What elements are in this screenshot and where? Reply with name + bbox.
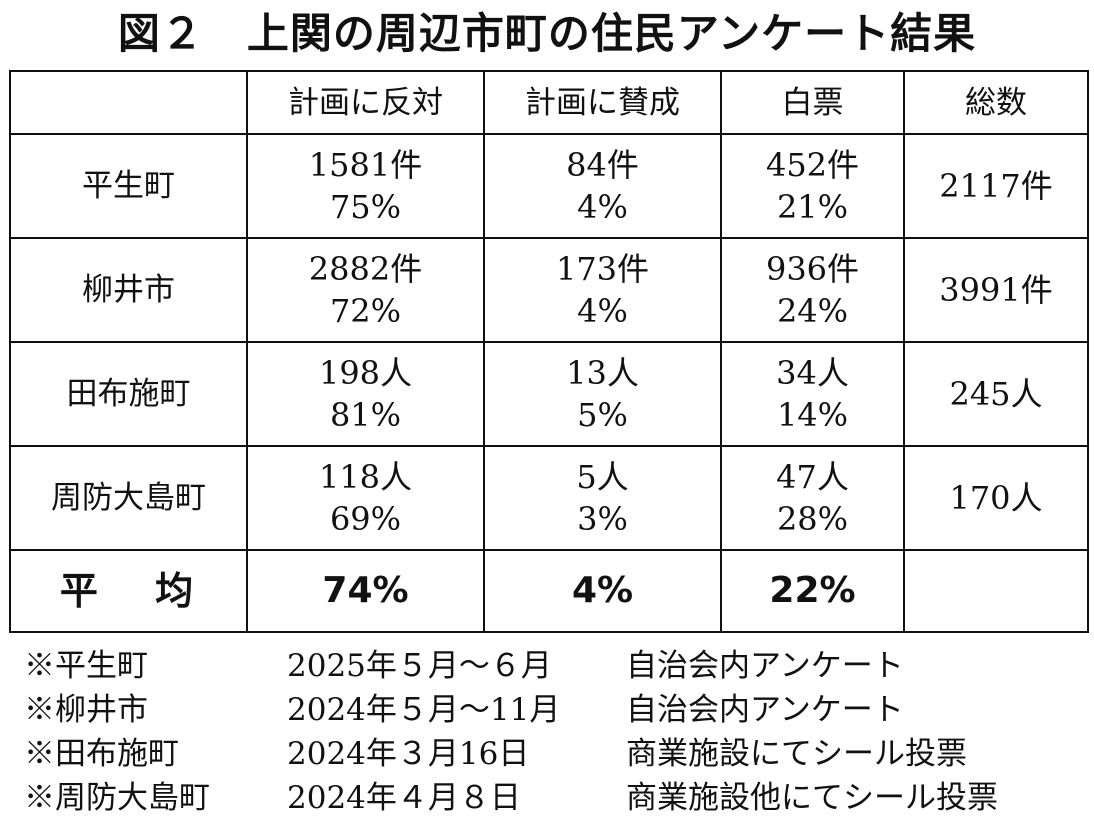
total-cell: 245人 xyxy=(903,341,1089,447)
blank-vote-count: 452件 xyxy=(765,146,860,184)
note-method: 商業施設にてシール投票 xyxy=(626,736,967,772)
note-place: ※柳井市 xyxy=(24,692,148,728)
page-title: 図２ 上関の周辺市町の住民アンケート結果 xyxy=(117,9,977,58)
note-period: 2024年５月～11月 xyxy=(287,692,561,728)
support-count: 84件 xyxy=(566,146,639,184)
oppose-count: 2882件 xyxy=(308,250,423,288)
support-cell: 84件 4% xyxy=(483,133,722,239)
blank-vote-percent: 24% xyxy=(776,292,849,330)
header-cell-support: 計画に賛成 xyxy=(483,70,722,135)
table-row: 周防大島町 118人 69% 5人 3% 47人 28% 170人 xyxy=(9,445,1089,551)
table-row: 田布施町 198人 81% 13人 5% 34人 14% 245人 xyxy=(9,341,1089,447)
support-cell: 5人 3% xyxy=(483,445,722,551)
total-cell: 3991件 xyxy=(903,237,1089,343)
table-header-row: 計画に反対 計画に賛成 白票 総数 xyxy=(9,70,1089,135)
row-label: 柳井市 xyxy=(9,237,248,343)
row-label: 周防大島町 xyxy=(9,445,248,551)
blank-vote-cell: 452件 21% xyxy=(720,133,905,239)
oppose-count: 198人 xyxy=(318,354,413,392)
survey-results-table: 計画に反対 計画に賛成 白票 総数 平生町 1581件 75% 84件 4% 452… xyxy=(9,70,1089,633)
note-period: 2025年５月～６月 xyxy=(287,648,552,684)
survey-notes: ※平生町 2025年５月～６月 自治会内アンケート ※柳井市 2024年５月～1… xyxy=(24,644,1086,820)
support-cell: 173件 4% xyxy=(483,237,722,343)
blank-vote-percent: 14% xyxy=(776,396,849,434)
oppose-cell: 118人 69% xyxy=(246,445,485,551)
note-place: ※平生町 xyxy=(24,648,148,684)
average-oppose: 74% xyxy=(246,549,485,633)
oppose-cell: 198人 81% xyxy=(246,341,485,447)
header-cell-blank xyxy=(9,70,248,135)
table-row: 平生町 1581件 75% 84件 4% 452件 21% 2117件 xyxy=(9,133,1089,239)
oppose-cell: 1581件 75% xyxy=(246,133,485,239)
support-cell: 13人 5% xyxy=(483,341,722,447)
support-count: 13人 xyxy=(566,354,639,392)
support-count: 5人 xyxy=(576,458,629,496)
blank-vote-cell: 47人 28% xyxy=(720,445,905,551)
blank-vote-cell: 936件 24% xyxy=(720,237,905,343)
note-method: 自治会内アンケート xyxy=(626,692,904,728)
oppose-percent: 72% xyxy=(329,292,402,330)
oppose-percent: 69% xyxy=(329,500,402,538)
average-support: 4% xyxy=(483,549,722,633)
oppose-percent: 81% xyxy=(329,396,402,434)
support-percent: 3% xyxy=(577,500,628,538)
note-place: ※周防大島町 xyxy=(24,780,210,816)
support-percent: 4% xyxy=(577,292,628,330)
support-percent: 4% xyxy=(577,188,628,226)
blank-vote-cell: 34人 14% xyxy=(720,341,905,447)
header-cell-blank-vote: 白票 xyxy=(720,70,905,135)
row-label: 田布施町 xyxy=(9,341,248,447)
note-line: ※田布施町 2024年３月16日 商業施設にてシール投票 xyxy=(24,732,1086,776)
oppose-cell: 2882件 72% xyxy=(246,237,485,343)
note-period: 2024年４月８日 xyxy=(287,780,521,816)
blank-vote-percent: 21% xyxy=(776,188,849,226)
support-percent: 5% xyxy=(577,396,628,434)
note-line: ※周防大島町 2024年４月８日 商業施設他にてシール投票 xyxy=(24,776,1086,820)
total-cell: 2117件 xyxy=(903,133,1089,239)
blank-vote-count: 936件 xyxy=(765,250,860,288)
average-label: 平 均 xyxy=(9,549,248,633)
oppose-count: 118人 xyxy=(318,458,413,496)
blank-vote-count: 47人 xyxy=(776,458,849,496)
blank-vote-count: 34人 xyxy=(776,354,849,392)
average-total xyxy=(903,549,1089,633)
note-period: 2024年３月16日 xyxy=(287,736,530,772)
note-line: ※平生町 2025年５月～６月 自治会内アンケート xyxy=(24,644,1086,688)
row-label: 平生町 xyxy=(9,133,248,239)
support-count: 173件 xyxy=(555,250,650,288)
total-cell: 170人 xyxy=(903,445,1089,551)
oppose-percent: 75% xyxy=(329,188,402,226)
note-method: 商業施設他にてシール投票 xyxy=(626,780,998,816)
note-place: ※田布施町 xyxy=(24,736,179,772)
header-cell-oppose: 計画に反対 xyxy=(246,70,485,135)
header-cell-total: 総数 xyxy=(903,70,1089,135)
table-row: 柳井市 2882件 72% 173件 4% 936件 24% 3991件 xyxy=(9,237,1089,343)
note-line: ※柳井市 2024年５月～11月 自治会内アンケート xyxy=(24,688,1086,732)
average-row: 平 均 74% 4% 22% xyxy=(9,549,1089,633)
blank-vote-percent: 28% xyxy=(776,500,849,538)
note-method: 自治会内アンケート xyxy=(626,648,904,684)
average-blank-vote: 22% xyxy=(720,549,905,633)
oppose-count: 1581件 xyxy=(308,146,423,184)
